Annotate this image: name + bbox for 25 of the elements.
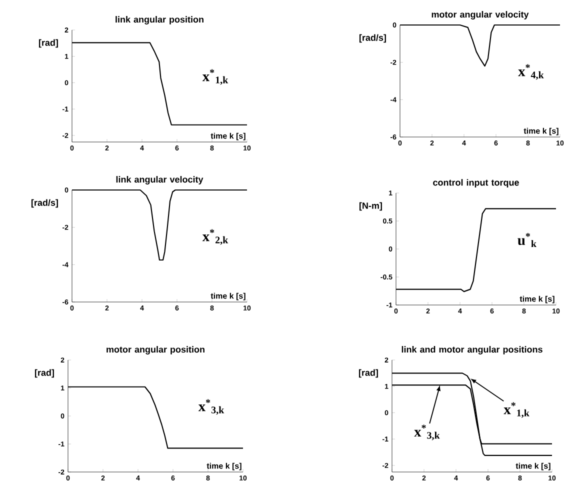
annotation: x$^{*}$2,k <box>202 229 228 245</box>
annotation: x$^{*}$1,k <box>504 402 530 418</box>
x-axis-title: time k [s] <box>520 296 554 304</box>
y-axis-title: [rad] <box>34 369 54 378</box>
y-axis-title: [rad/s] <box>359 34 386 43</box>
annotation: x$^{*}$3,k <box>414 424 440 440</box>
y-axis-title: [N-m] <box>359 202 382 211</box>
x-axis-title: time k [s] <box>206 462 242 470</box>
chart-title: link angular velocity <box>116 176 204 184</box>
annotation: x$^{*}$4,k <box>518 64 544 80</box>
annotation: x$^{*}$3,k <box>198 399 224 415</box>
x-axis-title: time k [s] <box>516 462 550 470</box>
y-axis-title: [rad/s] <box>31 199 58 208</box>
chart-title: control input torque <box>433 179 519 188</box>
chart-title: motor angular position <box>106 346 204 354</box>
annotation: u$^{*}$k <box>518 233 536 248</box>
x-axis-title: time k [s] <box>524 128 558 136</box>
chart-title: link angular position <box>116 16 204 24</box>
chart-title: motor angular velocity <box>432 11 529 20</box>
y-axis-title: [rad] <box>358 369 378 378</box>
x-axis-title: time k [s] <box>210 292 246 300</box>
y-axis-title: [rad] <box>38 39 58 48</box>
x-axis-title: time k [s] <box>210 132 246 140</box>
annotation: x$^{*}$1,k <box>202 69 228 85</box>
chart-title: link and motor angular positions <box>402 346 542 354</box>
